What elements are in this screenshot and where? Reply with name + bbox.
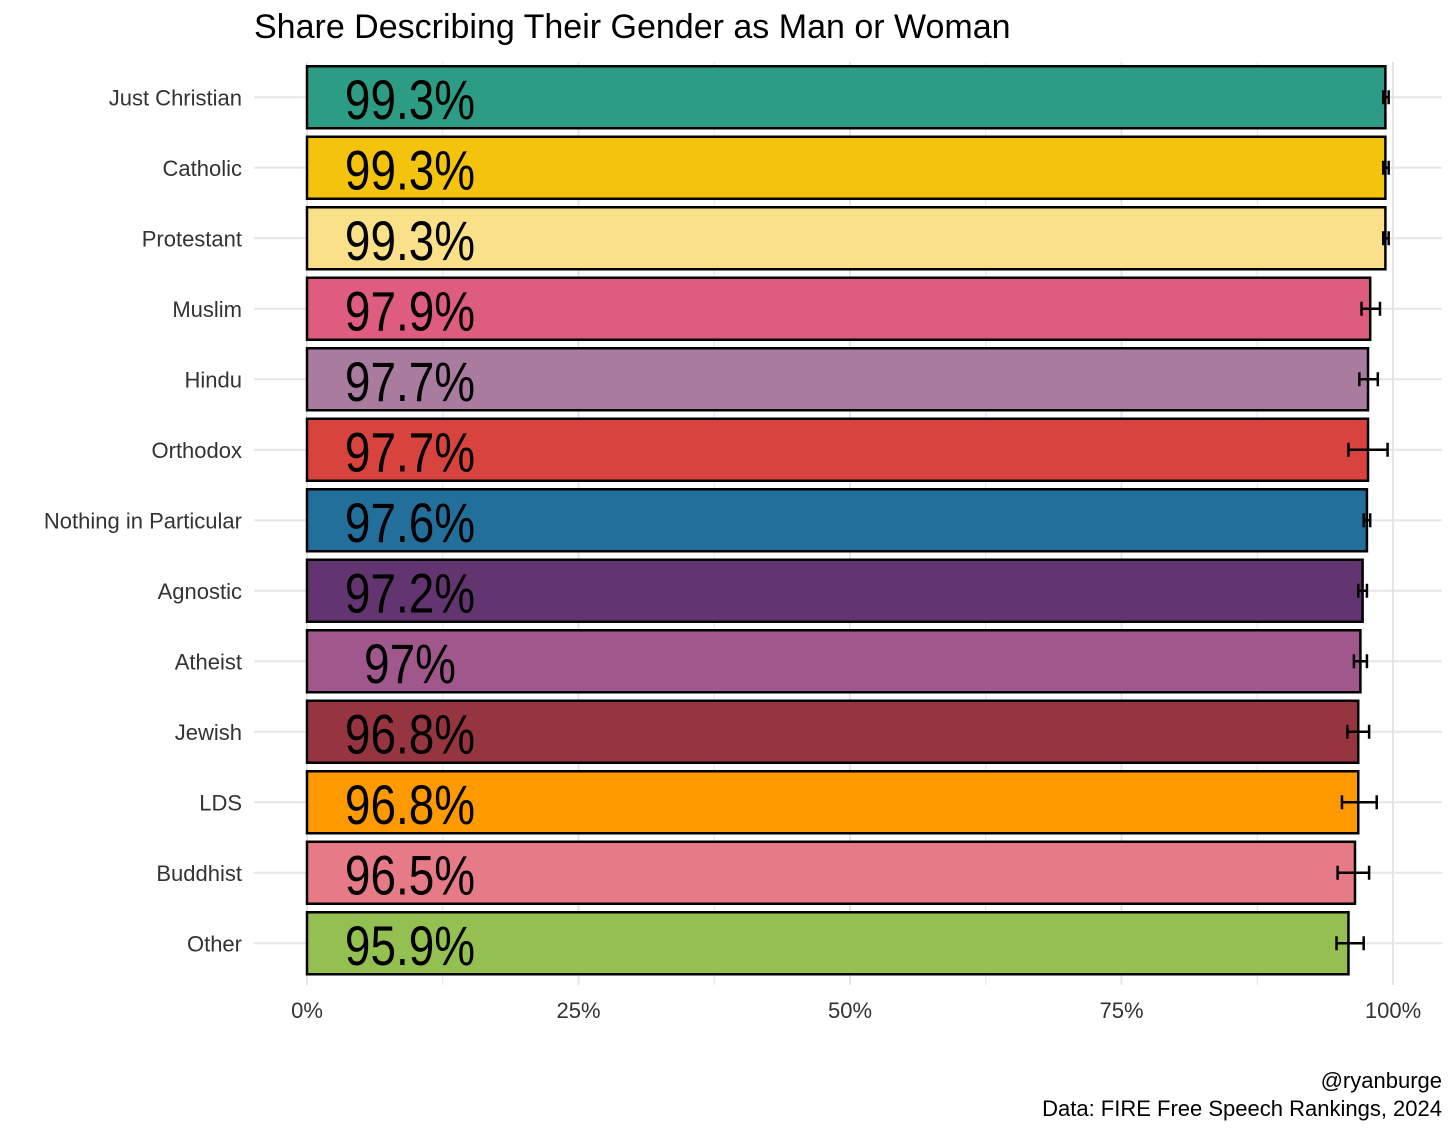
value-label: 96.8%	[345, 774, 475, 836]
bar-buddhist	[305, 840, 1357, 905]
category-label: Muslim	[172, 297, 242, 322]
caption-source: Data: FIRE Free Speech Rankings, 2024	[1042, 1096, 1442, 1121]
category-label: Jewish	[175, 720, 242, 745]
category-label: Atheist	[175, 649, 242, 674]
bar-jewish	[305, 699, 1360, 764]
bar-catholic	[305, 135, 1387, 200]
x-tick-labels-layer: 0% 25% 50% 75% 100%	[291, 998, 1421, 1023]
category-label: Protestant	[142, 226, 242, 251]
category-labels-layer: Just Christian Catholic Protestant Muslim Hi…	[44, 85, 242, 956]
x-tick-label: 50%	[828, 998, 872, 1023]
bar-muslim	[305, 276, 1372, 341]
value-label: 97.2%	[345, 562, 475, 624]
category-label: Buddhist	[156, 861, 242, 886]
value-label: 97.7%	[345, 351, 475, 413]
category-label: Catholic	[163, 156, 242, 181]
value-label: 96.8%	[345, 703, 475, 765]
value-label: 99.3%	[345, 69, 475, 131]
bar-agnostic	[305, 558, 1364, 623]
bar-protestant	[305, 206, 1387, 271]
bar-other	[305, 911, 1350, 976]
value-label: 99.3%	[345, 139, 475, 201]
x-tick-label: 0%	[291, 998, 323, 1023]
bars-layer	[305, 65, 1387, 976]
value-label: 97.9%	[345, 280, 475, 342]
value-label: 97.6%	[345, 492, 475, 554]
x-tick-label: 100%	[1365, 998, 1421, 1023]
caption-author: @ryanburge	[1321, 1068, 1442, 1093]
bar-just-christian	[305, 65, 1387, 130]
bar-hindu	[305, 347, 1370, 412]
bar-nothing-in-particular	[305, 488, 1369, 553]
bar-orthodox	[305, 417, 1370, 482]
value-labels-layer: 99.3% 99.3% 99.3% 97.9% 97.7% 97.7% 97.6% 97.2%…	[345, 69, 475, 977]
x-tick-label: 25%	[556, 998, 600, 1023]
value-label: 96.5%	[345, 844, 475, 906]
chart-title: Share Describing Their Gender as Man or …	[254, 8, 1011, 46]
category-label: Other	[187, 931, 242, 956]
value-label: 97%	[364, 633, 456, 695]
category-label: Just Christian	[109, 85, 242, 110]
category-label: Nothing in Particular	[44, 508, 242, 533]
value-label: 97.7%	[345, 421, 475, 483]
bar-atheist	[305, 629, 1362, 694]
category-label: Agnostic	[158, 579, 242, 604]
category-label: Hindu	[185, 367, 242, 392]
value-label: 99.3%	[345, 210, 475, 272]
value-label: 95.9%	[345, 915, 475, 977]
x-tick-label: 75%	[1099, 998, 1143, 1023]
error-bars-layer	[1335, 90, 1390, 951]
category-label: Orthodox	[152, 438, 243, 463]
category-label: LDS	[199, 790, 242, 815]
